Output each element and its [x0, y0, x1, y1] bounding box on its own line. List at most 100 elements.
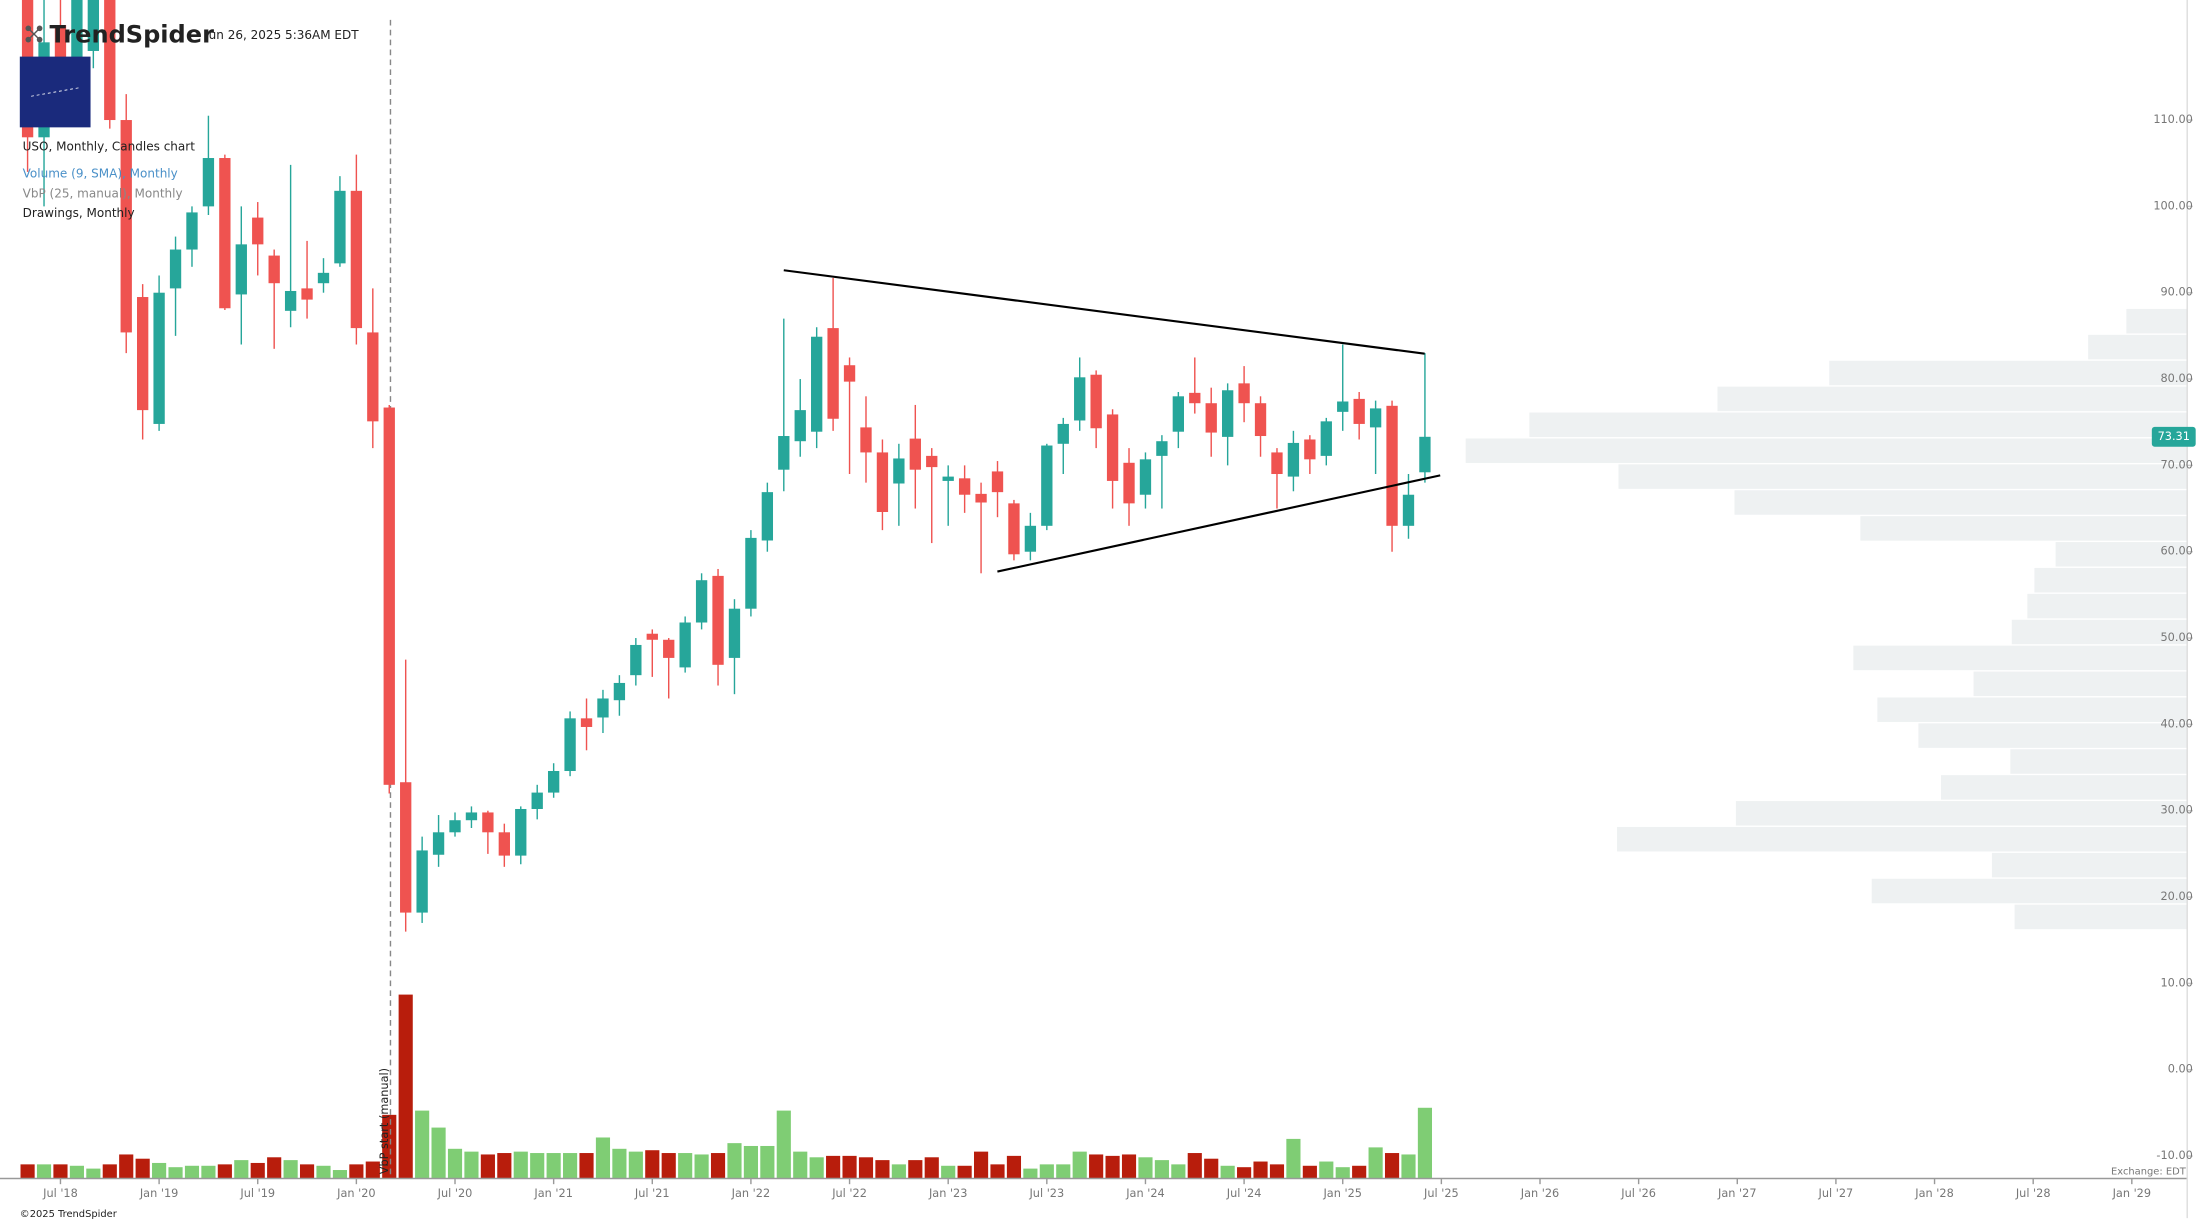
volume-bar [579, 1153, 594, 1179]
volume-bar [1089, 1154, 1104, 1179]
candle-body [942, 476, 954, 481]
x-tick-label: Jul '26 [1620, 1187, 1656, 1200]
volume-bar [119, 1154, 134, 1179]
candle-body [1320, 421, 1332, 456]
x-tick-label: Jan '26 [1520, 1187, 1560, 1200]
candle-body [1304, 439, 1316, 460]
volume-bar [168, 1167, 183, 1179]
exchange: Exchange: EDT [2111, 1166, 2187, 1177]
volume-bar [102, 1164, 117, 1179]
candle-body [531, 792, 543, 809]
profile-bar [1735, 801, 2188, 826]
y-tick-label: 110.00 [2153, 113, 2193, 126]
x-tick-label: Jan '23 [928, 1187, 968, 1200]
candle-body [515, 808, 527, 856]
candle-body [1041, 445, 1053, 526]
volume-bar [69, 1165, 84, 1179]
profile-bar [1877, 697, 2188, 722]
candle-body [400, 782, 412, 913]
candle-body [1238, 383, 1250, 404]
x-tick-label: Jan '25 [1322, 1187, 1362, 1200]
logo [25, 25, 43, 43]
candle-body [1189, 392, 1201, 404]
volume-panel [20, 994, 1433, 1179]
candle-body [975, 493, 987, 503]
candle-body [909, 438, 921, 470]
y-tick-label: 40.00 [2161, 717, 2193, 730]
y-tick-label: 80.00 [2161, 372, 2193, 385]
volume-bar [710, 1153, 726, 1179]
candle-body [383, 407, 395, 785]
candle-body [564, 718, 576, 772]
volume-bar [858, 1157, 874, 1179]
x-tick-label: Jul '28 [2015, 1187, 2051, 1200]
candle-body [843, 365, 856, 382]
volume-bar [20, 1164, 35, 1179]
candle-body [1057, 423, 1069, 444]
candle-body [252, 217, 264, 245]
profile-bar [1853, 645, 2188, 671]
candle-body [202, 158, 215, 207]
legend-vbp: VbP (25, manual), Monthly [23, 186, 183, 200]
profile-bar [1871, 878, 2188, 904]
y-tick-label: 90.00 [2161, 286, 2193, 299]
candle-body [268, 255, 280, 284]
volume-profile [1465, 308, 2188, 930]
candle-body [482, 812, 494, 833]
x-tick-label: Jul '23 [1028, 1187, 1064, 1200]
candle-body [498, 832, 510, 856]
legend-drawings: Drawings, Monthly [23, 206, 135, 220]
profile-bar [1918, 723, 2188, 748]
candle-body [893, 458, 905, 484]
volume-bar [743, 1145, 758, 1179]
volume-bar [250, 1162, 265, 1179]
candle-body [449, 820, 461, 833]
x-tick-label: Jul '19 [239, 1187, 275, 1200]
volume-bar [793, 1151, 808, 1179]
profile-bar [1734, 490, 2188, 515]
candle-body [1172, 396, 1184, 432]
price-tag-label: 73.31 [2158, 430, 2190, 443]
x-tick-label: Jan '29 [2112, 1187, 2152, 1200]
candle-body [580, 718, 593, 727]
volume-bar [1352, 1165, 1367, 1179]
volume-bar [415, 1110, 430, 1179]
volume-bar [234, 1160, 249, 1179]
candle-body [1024, 525, 1037, 552]
volume-bar [1023, 1168, 1038, 1179]
volume-bar [941, 1165, 956, 1179]
candle-body [1123, 462, 1135, 504]
y-tick-label: 0.00 [2168, 1063, 2193, 1076]
candle-body [1221, 390, 1234, 437]
volume-bar [497, 1153, 512, 1179]
volume-bar [694, 1154, 709, 1179]
volume-bar [53, 1164, 68, 1179]
volume-bar [1335, 1167, 1350, 1179]
candle-body [1353, 398, 1365, 424]
candle-body [186, 212, 198, 250]
y-tick-label: 20.00 [2161, 890, 2193, 903]
x-tick-label: Jan '28 [1914, 1187, 1954, 1200]
volume-bar [661, 1153, 676, 1179]
candle-body [794, 410, 806, 442]
profile-bar [1617, 826, 2188, 852]
candle-body [1369, 408, 1382, 428]
candle-body [1205, 403, 1217, 433]
profile-bar [2011, 619, 2188, 645]
volume-bar [1417, 1107, 1433, 1179]
x-tick-label: Jan '20 [336, 1187, 376, 1200]
candle-body [827, 328, 839, 419]
profile-bar [2027, 593, 2188, 619]
volume-bar [990, 1164, 1005, 1179]
volume-bar [1171, 1164, 1186, 1179]
candle-body [416, 850, 428, 913]
volume-bar [1269, 1164, 1285, 1179]
volume-bar [1237, 1167, 1252, 1179]
candle-body [350, 190, 363, 329]
volume-bar [447, 1148, 463, 1179]
candle-body [1074, 377, 1086, 421]
candle-body [663, 639, 675, 658]
profile-bar [1717, 386, 2188, 412]
candle-body [465, 812, 478, 821]
candle-body [301, 288, 313, 300]
